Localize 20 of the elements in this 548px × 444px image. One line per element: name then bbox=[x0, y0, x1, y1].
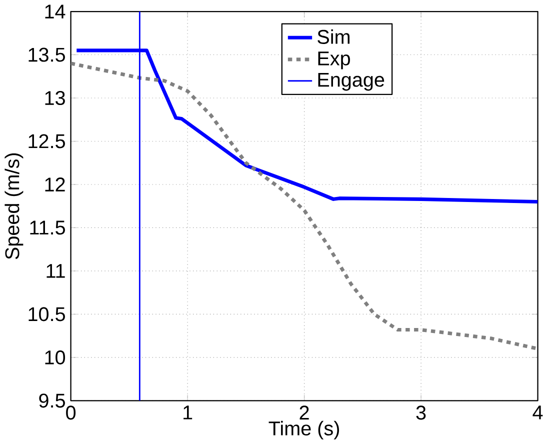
legend-label: Engage bbox=[318, 72, 384, 91]
x-tick-label: 3 bbox=[416, 406, 426, 420]
y-tick-label: 10 bbox=[45, 350, 66, 364]
y-tick-label: 11.5 bbox=[30, 220, 65, 235]
y-tick-label: 9.5 bbox=[39, 394, 65, 408]
y-tick-label: 13.5 bbox=[28, 48, 65, 62]
y-tick-label: 12.5 bbox=[28, 134, 65, 148]
y-tick-label: 12 bbox=[45, 178, 65, 192]
x-tick-label: 1 bbox=[184, 406, 192, 420]
x-axis-title: Time (s) bbox=[268, 420, 339, 440]
y-tick-label: 13 bbox=[45, 90, 65, 105]
x-tick-label: 4 bbox=[532, 406, 543, 420]
legend-label: Exp bbox=[318, 52, 350, 70]
legend-label: Sim bbox=[318, 29, 350, 44]
y-tick-label: 14 bbox=[45, 4, 66, 18]
x-tick-label: 0 bbox=[66, 406, 76, 420]
y-axis-title: Speed (m/s) bbox=[4, 153, 24, 260]
y-tick-label: 11 bbox=[46, 264, 65, 278]
x-tick-label: 2 bbox=[300, 406, 309, 420]
y-tick-label: 10.5 bbox=[28, 307, 65, 322]
